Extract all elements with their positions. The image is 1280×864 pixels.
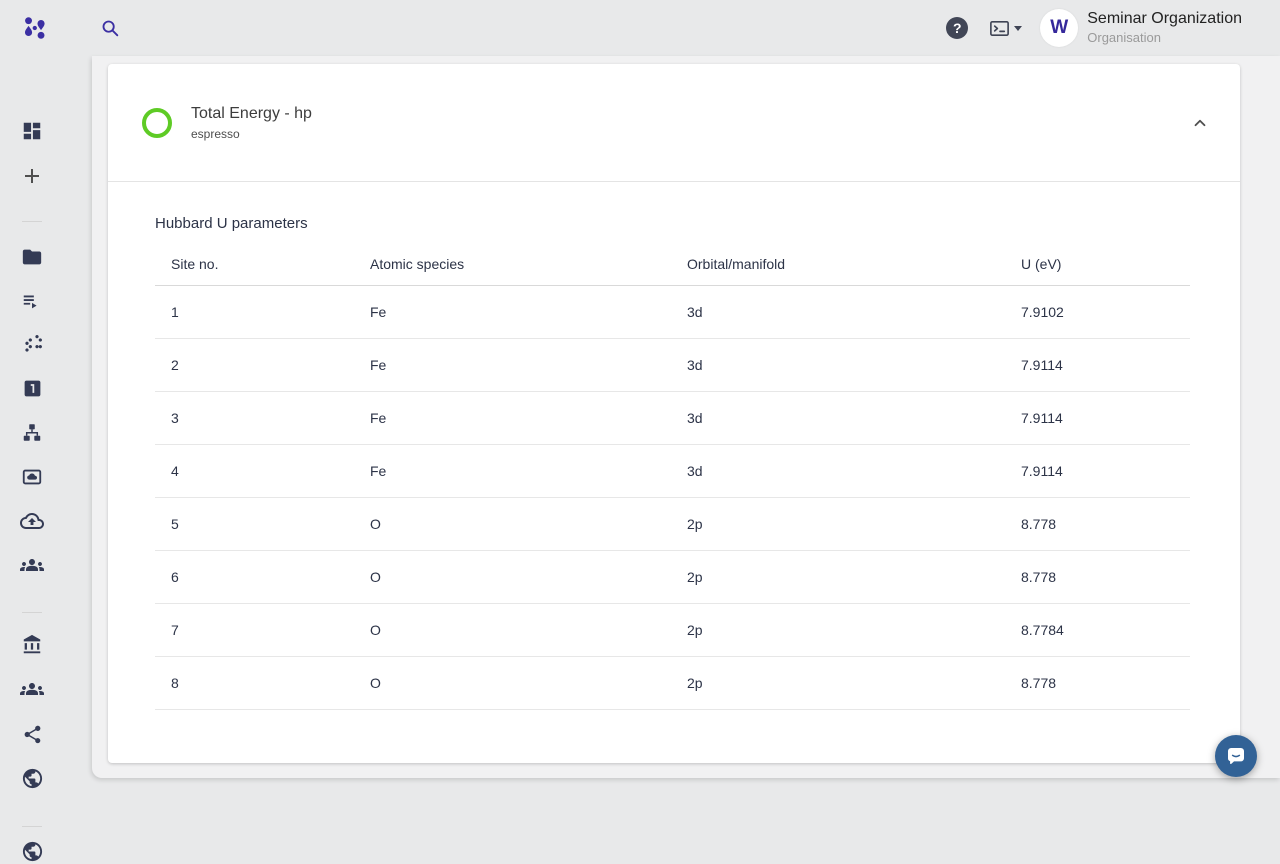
table-row: 2Fe3d7.9114 (155, 338, 1190, 391)
table-cell: 3d (671, 338, 1005, 391)
sidebar-item-hierarchy[interactable] (0, 420, 64, 446)
card-body: Hubbard U parameters Site no.Atomic spec… (108, 182, 1240, 710)
table-cell: 8.778 (1005, 497, 1190, 550)
chat-launcher-button[interactable] (1215, 735, 1257, 777)
card-subtitle: espresso (191, 127, 312, 141)
column-header: Atomic species (354, 244, 671, 285)
table-row: 1Fe3d7.9102 (155, 285, 1190, 338)
table-cell: 7.9114 (1005, 391, 1190, 444)
table-cell: 3 (155, 391, 354, 444)
sidebar-item-dashboard[interactable] (0, 118, 64, 144)
sidebar-item-bank[interactable] (0, 632, 64, 658)
hubbard-parameters-table: Site no.Atomic speciesOrbital/manifoldU … (155, 244, 1190, 710)
sidebar-divider (22, 826, 42, 827)
table-cell: 2p (671, 497, 1005, 550)
avatar-letter: W (1050, 17, 1068, 39)
table-cell: 2 (155, 338, 354, 391)
table-cell: Fe (354, 285, 671, 338)
table-cell: 3d (671, 391, 1005, 444)
status-ring-icon (142, 108, 172, 138)
table-row: 3Fe3d7.9114 (155, 391, 1190, 444)
table-row: 6O2p8.778 (155, 550, 1190, 603)
chat-bubble-icon (1224, 744, 1248, 768)
table-cell: O (354, 550, 671, 603)
column-header: Site no. (155, 244, 354, 285)
content-panel: Total Energy - hp espresso Hubbard U par… (92, 56, 1280, 778)
org-name: Seminar Organization (1087, 9, 1242, 29)
table-cell: O (354, 497, 671, 550)
sidebar-item-dots-cluster[interactable] (0, 332, 64, 358)
sidebar-item-people-group[interactable] (0, 552, 64, 578)
table-row: 7O2p8.7784 (155, 603, 1190, 656)
table-cell: O (354, 656, 671, 709)
table-cell: 8.778 (1005, 550, 1190, 603)
table-header-row: Site no.Atomic speciesOrbital/manifoldU … (155, 244, 1190, 285)
table-cell: 2p (671, 550, 1005, 603)
column-header: U (eV) (1005, 244, 1190, 285)
table-cell: 8 (155, 656, 354, 709)
sidebar-item-share[interactable] (0, 721, 64, 747)
table-row: 8O2p8.778 (155, 656, 1190, 709)
table-cell: Fe (354, 391, 671, 444)
sidebar-item-folder[interactable] (0, 244, 64, 270)
avatar[interactable]: W (1040, 9, 1078, 47)
sidebar-item-add[interactable] (0, 163, 64, 189)
table-cell: 7 (155, 603, 354, 656)
table-cell: 3d (671, 444, 1005, 497)
sidebar-divider (22, 221, 42, 222)
help-icon[interactable]: ? (946, 17, 968, 39)
table-cell: 7.9114 (1005, 444, 1190, 497)
sidebar-item-globe[interactable] (0, 838, 64, 864)
process-card: Total Energy - hp espresso Hubbard U par… (108, 64, 1240, 763)
card-header[interactable]: Total Energy - hp espresso (108, 64, 1240, 182)
molecule-logo-icon[interactable] (20, 14, 50, 42)
table-cell: 8.778 (1005, 656, 1190, 709)
sidebar-item-number-one[interactable] (0, 375, 64, 401)
search-icon[interactable] (99, 17, 121, 39)
sidebar-divider (22, 612, 42, 613)
table-row: 4Fe3d7.9114 (155, 444, 1190, 497)
table-cell: 3d (671, 285, 1005, 338)
sidebar-item-people-group[interactable] (0, 676, 64, 702)
sidebar (0, 56, 64, 800)
table-cell: 1 (155, 285, 354, 338)
table-cell: 5 (155, 497, 354, 550)
table-cell: Fe (354, 338, 671, 391)
org-subtitle: Organisation (1087, 30, 1242, 46)
topbar: ? W Seminar Organization Organisation (0, 0, 1280, 56)
table-cell: Fe (354, 444, 671, 497)
card-header-titles: Total Energy - hp espresso (191, 105, 312, 141)
card-title: Total Energy - hp (191, 105, 312, 123)
table-cell: 7.9114 (1005, 338, 1190, 391)
collapse-chevron-up-icon[interactable] (1188, 111, 1212, 135)
table-cell: 6 (155, 550, 354, 603)
table-cell: 7.9102 (1005, 285, 1190, 338)
table-cell: O (354, 603, 671, 656)
sidebar-item-playlist[interactable] (0, 288, 64, 314)
sidebar-item-globe[interactable] (0, 765, 64, 791)
column-header: Orbital/manifold (671, 244, 1005, 285)
topbar-right: ? W Seminar Organization Organisation (946, 0, 1242, 56)
table-cell: 8.7784 (1005, 603, 1190, 656)
sidebar-item-cloud-box[interactable] (0, 464, 64, 490)
terminal-icon[interactable] (988, 17, 1022, 40)
org-block[interactable]: Seminar Organization Organisation (1087, 9, 1242, 46)
caret-down-icon (1014, 26, 1022, 31)
section-title: Hubbard U parameters (155, 215, 1190, 232)
table-cell: 2p (671, 656, 1005, 709)
table-row: 5O2p8.778 (155, 497, 1190, 550)
table-cell: 2p (671, 603, 1005, 656)
table-cell: 4 (155, 444, 354, 497)
sidebar-item-cloud-upload[interactable] (0, 508, 64, 534)
